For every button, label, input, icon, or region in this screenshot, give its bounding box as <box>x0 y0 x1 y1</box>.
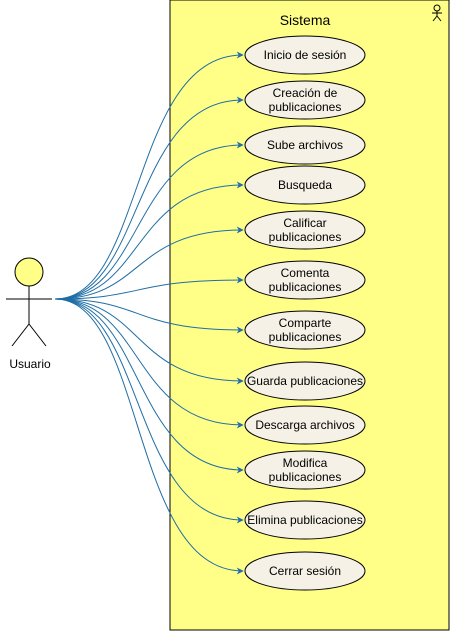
use-case-label: publicaciones <box>269 330 342 344</box>
connector-descarga-archivos <box>54 298 244 429</box>
connector-elimina-publicaciones <box>54 298 244 524</box>
actor-head <box>14 257 44 287</box>
connector-cerrar-sesion <box>54 298 244 575</box>
use-case-ellipse <box>244 165 366 205</box>
use-case-busqueda[interactable]: Busqueda <box>244 165 366 205</box>
connector-busqueda <box>54 181 244 300</box>
use-case-ellipse <box>244 310 366 350</box>
use-case-label: publicaciones <box>269 280 342 294</box>
connector-creacion-publicaciones <box>54 96 244 300</box>
use-case-label: Comparte <box>279 316 332 330</box>
use-case-ellipse <box>244 80 366 120</box>
actor-usuario[interactable]: Usuario <box>6 257 52 371</box>
connector-inicio-sesion <box>54 51 244 300</box>
system-title: Sistema <box>280 12 331 28</box>
connector-comparte-publicaciones <box>54 298 244 334</box>
use-case-label: publicaciones <box>269 230 342 244</box>
actor-label: Usuario <box>9 357 51 371</box>
connector-modifica-publicaciones <box>54 298 244 474</box>
use-case-label: publicaciones <box>269 100 342 114</box>
use-case-ellipse <box>244 210 366 250</box>
use-case-label: publicaciones <box>269 470 342 484</box>
connector-calificar-publicaciones <box>54 226 244 300</box>
use-case-ellipse <box>244 125 366 165</box>
use-case-descarga-archivos[interactable]: Descarga archivos <box>244 405 366 445</box>
use-case-label: Descarga archivos <box>255 418 354 432</box>
use-case-label: Comenta <box>281 266 330 280</box>
use-case-ellipse <box>244 450 366 490</box>
actor-icon <box>432 4 442 22</box>
use-case-sube-archivos[interactable]: Sube archivos <box>244 125 366 165</box>
use-case-label: Calificar <box>283 216 326 230</box>
use-case-label: Elimina publicaciones <box>247 513 362 527</box>
use-case-ellipse <box>244 361 366 401</box>
connector-guarda-publicaciones <box>54 298 244 385</box>
connectors <box>54 51 244 575</box>
use-case-ellipse <box>244 35 366 75</box>
actor-body <box>6 286 52 347</box>
use-case-label: Cerrar sesión <box>269 564 341 578</box>
use-case-cerrar-sesion[interactable]: Cerrar sesión <box>244 551 366 591</box>
use-case-inicio-sesion[interactable]: Inicio de sesión <box>244 35 366 75</box>
use-case-label: Inicio de sesión <box>264 48 347 62</box>
use-case-label: Creación de <box>273 86 338 100</box>
use-case-label: Guarda publicaciones <box>247 374 363 388</box>
use-case-label: Sube archivos <box>267 138 343 152</box>
use-case-guarda-publicaciones[interactable]: Guarda publicaciones <box>244 361 366 401</box>
use-case-ellipse <box>244 551 366 591</box>
use-case-label: Modifica <box>283 456 328 470</box>
use-case-ellipse <box>244 405 366 445</box>
use-case-ellipse <box>244 500 366 540</box>
use-case-elimina-publicaciones[interactable]: Elimina publicaciones <box>244 500 366 540</box>
use-case-label: Busqueda <box>278 178 332 192</box>
connector-comenta-publicaciones <box>54 276 244 300</box>
use-case-ellipse <box>244 260 366 300</box>
connector-sube-archivos <box>54 141 244 300</box>
